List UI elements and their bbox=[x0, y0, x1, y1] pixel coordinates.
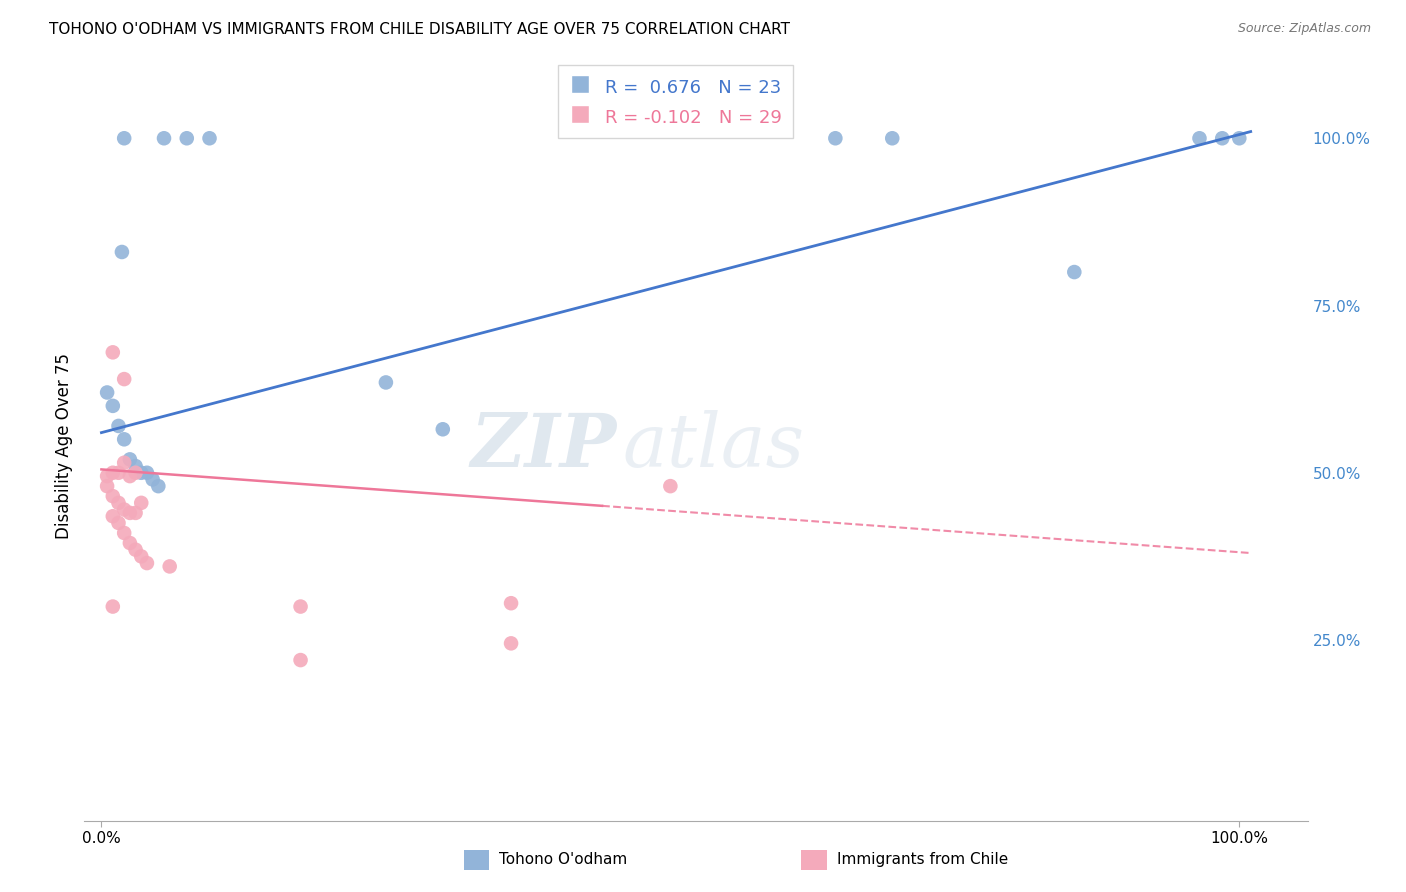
Point bbox=[499, 636, 522, 650]
Point bbox=[1188, 131, 1211, 145]
Point bbox=[112, 526, 135, 541]
Point bbox=[1227, 131, 1250, 145]
Point bbox=[118, 469, 141, 483]
Point bbox=[142, 473, 165, 487]
Point bbox=[124, 466, 146, 480]
Point bbox=[101, 489, 124, 503]
Point bbox=[96, 469, 118, 483]
Point bbox=[148, 479, 170, 493]
Point bbox=[107, 516, 129, 530]
Point bbox=[118, 452, 141, 467]
Point bbox=[118, 536, 141, 550]
Point bbox=[101, 509, 124, 524]
Point bbox=[112, 433, 135, 447]
Point bbox=[129, 549, 152, 564]
Point bbox=[124, 506, 146, 520]
Point bbox=[374, 376, 396, 390]
Point bbox=[101, 345, 124, 359]
Point bbox=[882, 131, 904, 145]
Point bbox=[136, 556, 159, 570]
Point bbox=[1211, 131, 1233, 145]
Point bbox=[96, 385, 118, 400]
Point bbox=[118, 506, 141, 520]
Legend: R =  0.676   N = 23, R = -0.102   N = 29: R = 0.676 N = 23, R = -0.102 N = 29 bbox=[558, 65, 793, 137]
Point bbox=[129, 466, 152, 480]
Point bbox=[112, 131, 135, 145]
Point bbox=[153, 131, 176, 145]
Point bbox=[107, 496, 129, 510]
Text: Source: ZipAtlas.com: Source: ZipAtlas.com bbox=[1237, 22, 1371, 36]
Point bbox=[112, 456, 135, 470]
Point bbox=[432, 422, 454, 436]
Point bbox=[499, 596, 522, 610]
Point bbox=[659, 479, 682, 493]
Point bbox=[101, 599, 124, 614]
Point bbox=[290, 599, 312, 614]
Point bbox=[112, 372, 135, 386]
Point bbox=[124, 459, 146, 474]
Text: atlas: atlas bbox=[623, 409, 804, 483]
Point bbox=[101, 399, 124, 413]
Point bbox=[107, 419, 129, 434]
Text: Immigrants from Chile: Immigrants from Chile bbox=[837, 853, 1008, 867]
Point bbox=[112, 502, 135, 516]
Point bbox=[107, 466, 129, 480]
Text: ZIP: ZIP bbox=[470, 409, 616, 483]
Point bbox=[1063, 265, 1085, 279]
Point bbox=[136, 466, 159, 480]
Point bbox=[96, 479, 118, 493]
Text: Tohono O'odham: Tohono O'odham bbox=[499, 853, 627, 867]
Y-axis label: Disability Age Over 75: Disability Age Over 75 bbox=[55, 353, 73, 539]
Text: TOHONO O'ODHAM VS IMMIGRANTS FROM CHILE DISABILITY AGE OVER 75 CORRELATION CHART: TOHONO O'ODHAM VS IMMIGRANTS FROM CHILE … bbox=[49, 22, 790, 37]
Point bbox=[824, 131, 846, 145]
Point bbox=[129, 496, 152, 510]
Point bbox=[101, 466, 124, 480]
Point bbox=[176, 131, 198, 145]
Point bbox=[198, 131, 221, 145]
Point bbox=[124, 542, 146, 557]
Point bbox=[290, 653, 312, 667]
Point bbox=[111, 245, 134, 260]
Point bbox=[159, 559, 181, 574]
